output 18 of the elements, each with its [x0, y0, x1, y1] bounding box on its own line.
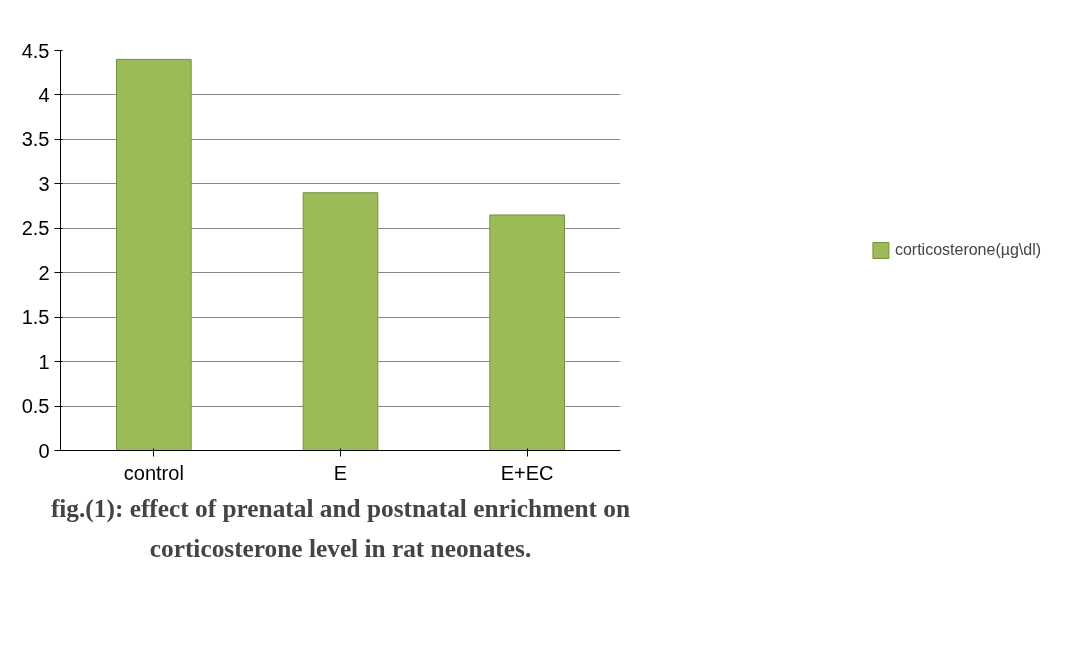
x-tick-label: control	[123, 461, 184, 484]
y-tick-label: 3	[38, 172, 50, 195]
y-tick-label: 0.5	[21, 395, 50, 418]
y-tick-label: 4.5	[21, 39, 50, 62]
bar	[489, 214, 565, 451]
x-tick-label: E	[333, 461, 348, 484]
bar	[116, 58, 192, 451]
x-tick-label: E+EC	[500, 461, 554, 484]
y-tick-label: 3.5	[21, 128, 50, 151]
y-tick-label: 4	[38, 83, 50, 106]
y-tick-label: 1	[38, 350, 50, 373]
legend-label: corticosterone(µg\dl)	[894, 241, 1042, 259]
bar	[302, 192, 379, 451]
y-tick-label: 0	[38, 439, 50, 462]
y-tick-label: 2.5	[21, 217, 50, 240]
text: fig.(1): effect of prenatal and postnatal enrichment on corticosterone level in rat neonates.	[50, 493, 631, 562]
y-tick-label: 1.5	[21, 306, 50, 329]
y-tick-label: 2	[38, 261, 50, 284]
